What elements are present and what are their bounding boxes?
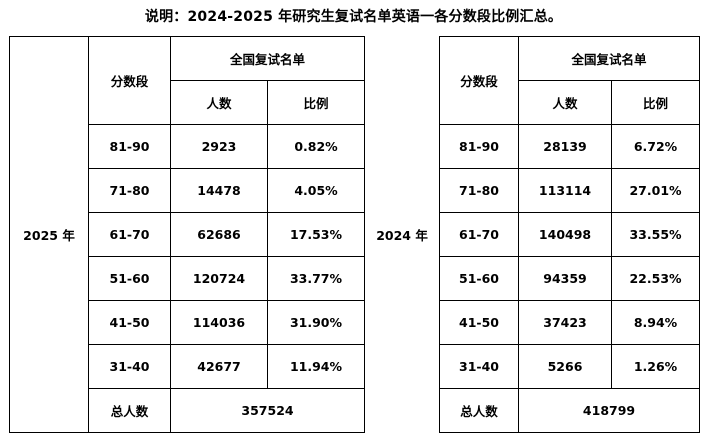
ratio-cell: 1.26% [611, 344, 701, 389]
range-cell: 81-90 [88, 124, 171, 169]
range-cell: 81-90 [439, 124, 520, 169]
table-row: 41-50 114036 31.90% 41-50 37423 8.94% [10, 300, 701, 345]
count-cell: 5266 [518, 344, 613, 389]
range-cell: 61-70 [88, 212, 171, 257]
ratio-cell: 6.72% [611, 124, 701, 169]
score-range-header: 分数段 [439, 36, 520, 125]
count-cell: 114036 [170, 300, 268, 345]
range-cell: 51-60 [88, 256, 171, 301]
total-value: 418799 [518, 388, 701, 433]
ratio-cell: 4.05% [266, 168, 366, 213]
table-row: 71-80 14478 4.05% 71-80 113114 27.01% [10, 168, 701, 213]
range-cell: 71-80 [439, 168, 520, 213]
count-cell: 42677 [170, 344, 268, 389]
range-cell: 51-60 [439, 256, 520, 301]
ratio-cell: 27.01% [611, 168, 701, 213]
page-title: 说明：2024-2025 年研究生复试名单英语一各分数段比例汇总。 [144, 9, 563, 25]
ratio-cell: 31.90% [266, 300, 366, 345]
ratio-cell: 22.53% [611, 256, 701, 301]
count-header: 人数 [518, 80, 613, 125]
count-cell: 113114 [518, 168, 613, 213]
ratio-cell: 8.94% [611, 300, 701, 345]
ratio-cell: 33.55% [611, 212, 701, 257]
range-cell: 41-50 [439, 300, 520, 345]
total-label: 总人数 [439, 388, 520, 433]
total-value: 357524 [169, 388, 366, 433]
ratio-cell: 33.77% [266, 256, 366, 301]
range-cell: 31-40 [88, 344, 171, 389]
table-row: 51-60 120724 33.77% 51-60 94359 22.53% [10, 256, 701, 301]
range-cell: 61-70 [439, 212, 520, 257]
ratio-cell: 0.82% [266, 124, 366, 169]
count-cell: 28139 [518, 124, 613, 169]
year-cell-2024: 2024 年 [364, 36, 441, 433]
national-list-header: 全国复试名单 [169, 36, 366, 81]
score-range-header: 分数段 [88, 36, 171, 125]
range-cell: 71-80 [88, 168, 171, 213]
year-cell-2025: 2025 年 [9, 36, 89, 433]
total-label: 总人数 [88, 388, 171, 433]
count-cell: 37423 [518, 300, 613, 345]
count-cell: 120724 [170, 256, 268, 301]
ratio-header: 比例 [611, 80, 701, 125]
ratio-cell: 11.94% [266, 344, 366, 389]
count-cell: 62686 [170, 212, 268, 257]
national-list-header: 全国复试名单 [518, 36, 701, 81]
total-row: 总人数 357524 总人数 418799 [10, 388, 701, 433]
count-cell: 14478 [170, 168, 268, 213]
count-cell: 140498 [518, 212, 613, 257]
score-table: 2025 年 分数段 全国复试名单 2024 年 分数段 全国复试名单 人数 比… [9, 36, 701, 433]
range-cell: 31-40 [439, 344, 520, 389]
table-row: 81-90 2923 0.82% 81-90 28139 6.72% [10, 124, 701, 169]
ratio-cell: 17.53% [266, 212, 366, 257]
range-cell: 41-50 [88, 300, 171, 345]
count-cell: 94359 [518, 256, 613, 301]
table-row: 61-70 62686 17.53% 61-70 140498 33.55% [10, 212, 701, 257]
ratio-header: 比例 [266, 80, 366, 125]
count-cell: 2923 [170, 124, 268, 169]
table-row: 31-40 42677 11.94% 31-40 5266 1.26% [10, 344, 701, 389]
count-header: 人数 [170, 80, 268, 125]
